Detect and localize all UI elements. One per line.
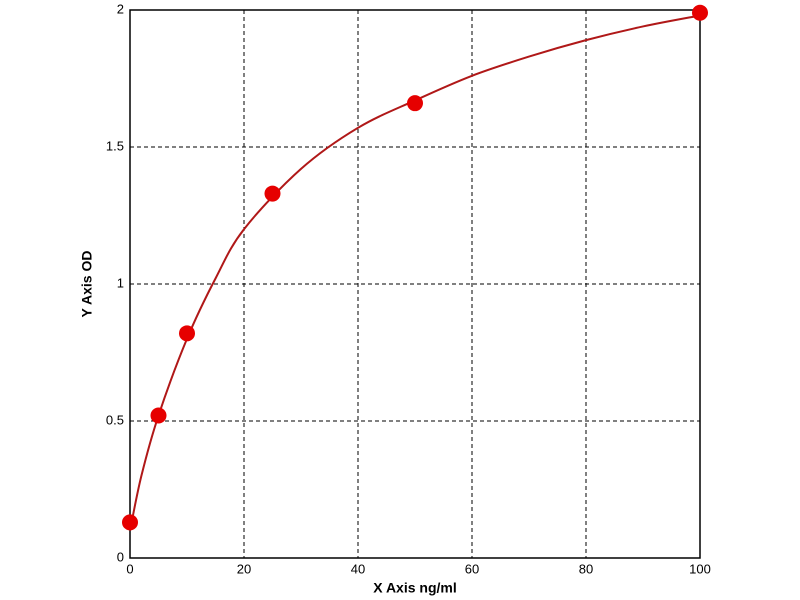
x-axis-title: X Axis ng/ml <box>373 580 457 596</box>
y-tick-label: 1.5 <box>106 138 124 153</box>
y-tick-label: 1 <box>117 275 124 290</box>
y-tick-label: 0 <box>117 549 124 564</box>
y-axis-title: Y Axis OD <box>79 251 95 318</box>
x-tick-label: 40 <box>351 561 365 576</box>
fit-curve <box>129 14 701 531</box>
data-point <box>179 325 195 342</box>
y-tick-label: 0.5 <box>106 412 124 427</box>
plot-frame <box>129 9 701 559</box>
data-point <box>407 95 423 112</box>
data-point <box>122 514 138 531</box>
data-point <box>150 407 167 424</box>
x-tick-label: 80 <box>579 561 593 576</box>
data-point <box>692 4 708 21</box>
x-tick-label: 20 <box>237 561 251 576</box>
data-point <box>264 185 281 202</box>
x-tick-label: 0 <box>126 561 133 576</box>
y-tick-label: 2 <box>117 1 124 16</box>
x-tick-label: 100 <box>689 561 711 576</box>
x-tick-label: 60 <box>465 561 479 576</box>
